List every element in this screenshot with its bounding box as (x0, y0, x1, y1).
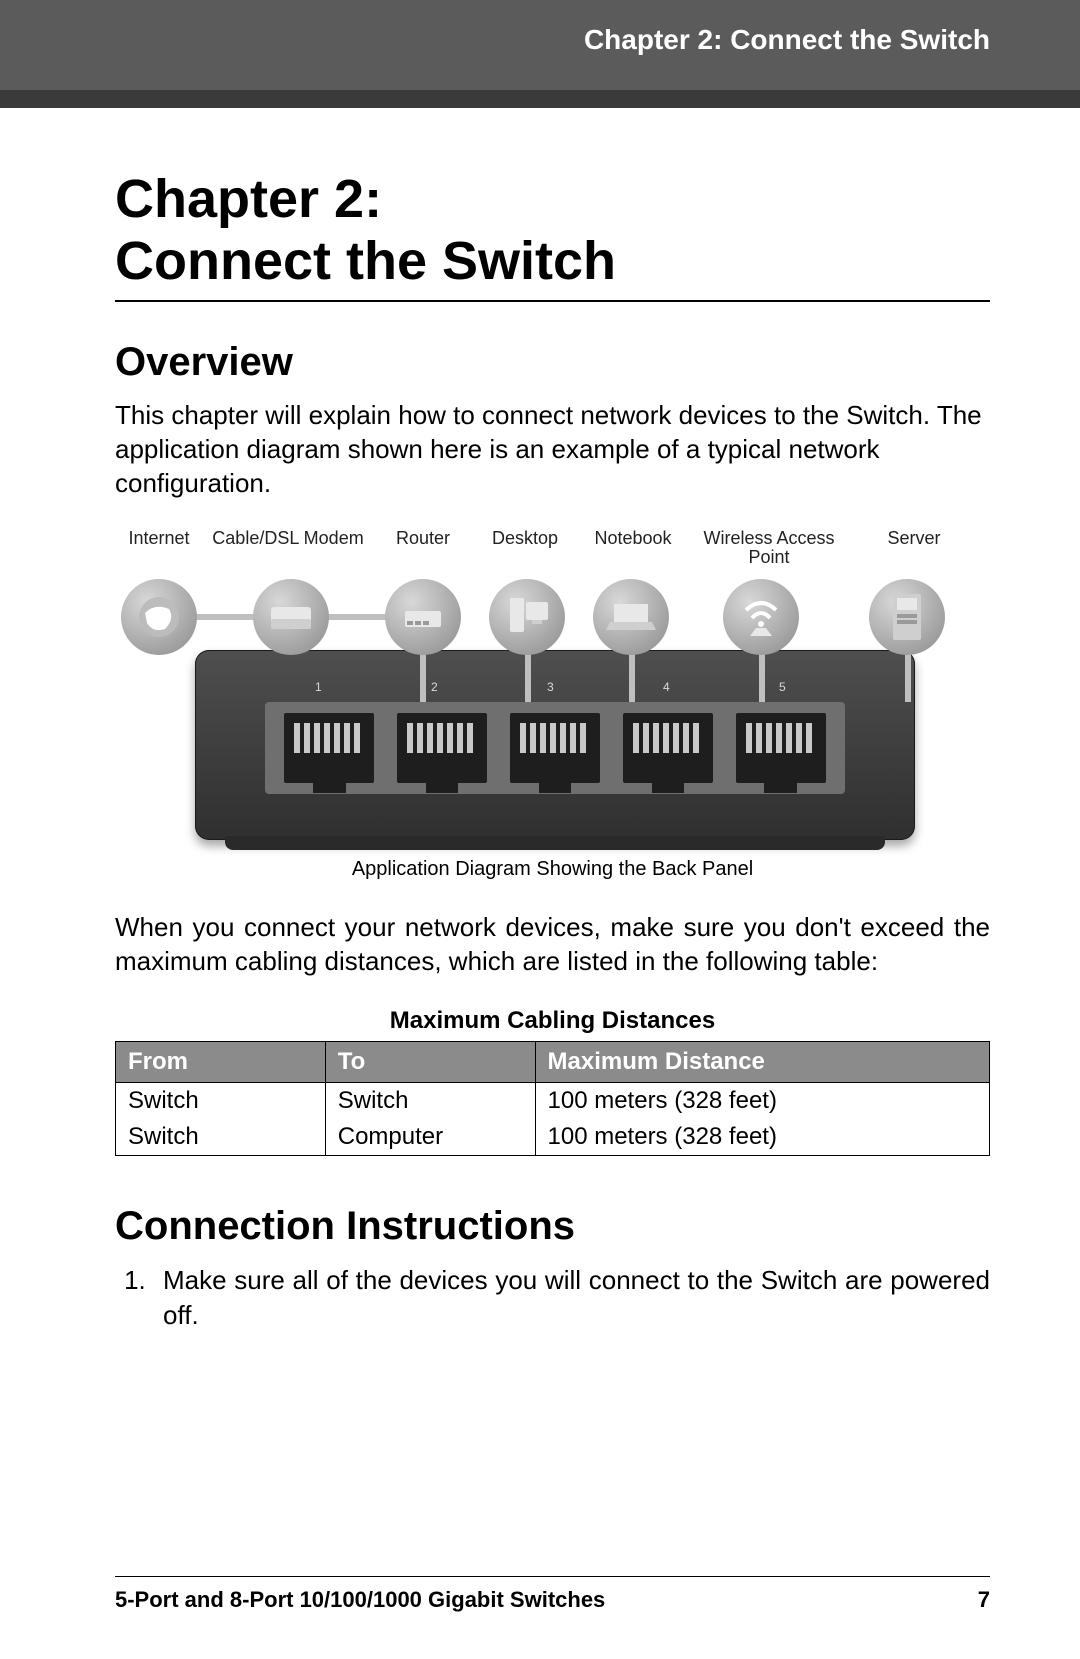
col-from: From (116, 1041, 326, 1082)
overview-paragraph-1: This chapter will explain how to connect… (115, 399, 990, 500)
application-diagram: Internet Cable/DSL Modem Router Desktop … (115, 529, 995, 841)
header-band: Chapter 2: Connect the Switch (0, 0, 1080, 90)
port-number-3: 3 (547, 680, 554, 694)
overview-heading: Overview (115, 340, 990, 385)
label-internet: Internet (115, 529, 203, 569)
page-content: Chapter 2: Connect the Switch Overview T… (0, 108, 1080, 1333)
server-icon (869, 579, 945, 655)
port-number-1: 1 (315, 680, 322, 694)
cell-to-1: Computer (325, 1119, 535, 1156)
table-header-row: From To Maximum Distance (116, 1041, 990, 1082)
chapter-title-line1: Chapter 2: (115, 169, 382, 229)
cell-from-1: Switch (116, 1119, 326, 1156)
port-strip (265, 702, 845, 794)
modem-icon (253, 579, 329, 655)
col-to: To (325, 1041, 535, 1082)
label-wap-l1: Wireless Access (703, 528, 834, 548)
chapter-title-line2: Connect the Switch (115, 231, 616, 291)
header-underline (0, 90, 1080, 108)
ethernet-port-4 (623, 713, 713, 783)
table-title: Maximum Cabling Distances (115, 1007, 990, 1035)
footer-page-number: 7 (978, 1587, 990, 1613)
cell-dist-0: 100 meters (328 feet) (535, 1082, 990, 1119)
page-footer: 5-Port and 8-Port 10/100/1000 Gigabit Sw… (115, 1576, 990, 1613)
switch-back-panel: 1 2 3 4 5 (195, 650, 915, 840)
device-labels-row: Internet Cable/DSL Modem Router Desktop … (115, 529, 995, 569)
overview-paragraph-2: When you connect your network devices, m… (115, 911, 990, 979)
label-modem: Cable/DSL Modem (203, 529, 373, 569)
router-icon (385, 579, 461, 655)
port-number-4: 4 (663, 680, 670, 694)
col-max: Maximum Distance (535, 1041, 990, 1082)
table-row: Switch Switch 100 meters (328 feet) (116, 1082, 990, 1119)
cell-from-0: Switch (116, 1082, 326, 1119)
ethernet-port-1 (284, 713, 374, 783)
internet-icon (121, 579, 197, 655)
label-wap: Wireless Access Point (689, 529, 849, 569)
wap-icon (723, 579, 799, 655)
ethernet-port-2 (397, 713, 487, 783)
label-desktop: Desktop (473, 529, 577, 569)
running-header-title: Chapter 2: Connect the Switch (584, 24, 990, 56)
label-router: Router (373, 529, 473, 569)
label-server: Server (849, 529, 979, 569)
ethernet-port-3 (510, 713, 600, 783)
desktop-icon (489, 579, 565, 655)
label-wap-l2: Point (748, 547, 789, 567)
instruction-item-1: Make sure all of the devices you will co… (153, 1263, 990, 1333)
instructions-heading: Connection Instructions (115, 1204, 990, 1249)
cell-to-0: Switch (325, 1082, 535, 1119)
port-number-5: 5 (779, 680, 786, 694)
diagram-caption: Application Diagram Showing the Back Pan… (115, 858, 990, 881)
cell-dist-1: 100 meters (328 feet) (535, 1119, 990, 1156)
ethernet-port-5 (736, 713, 826, 783)
chapter-title: Chapter 2: Connect the Switch (115, 168, 990, 302)
footer-product-name: 5-Port and 8-Port 10/100/1000 Gigabit Sw… (115, 1587, 605, 1613)
port-number-2: 2 (431, 680, 438, 694)
notebook-icon (593, 579, 669, 655)
table-row: Switch Computer 100 meters (328 feet) (116, 1119, 990, 1156)
cabling-distance-table: From To Maximum Distance Switch Switch 1… (115, 1041, 990, 1156)
label-notebook: Notebook (577, 529, 689, 569)
instruction-list: Make sure all of the devices you will co… (115, 1263, 990, 1333)
device-icons-row (115, 572, 995, 662)
